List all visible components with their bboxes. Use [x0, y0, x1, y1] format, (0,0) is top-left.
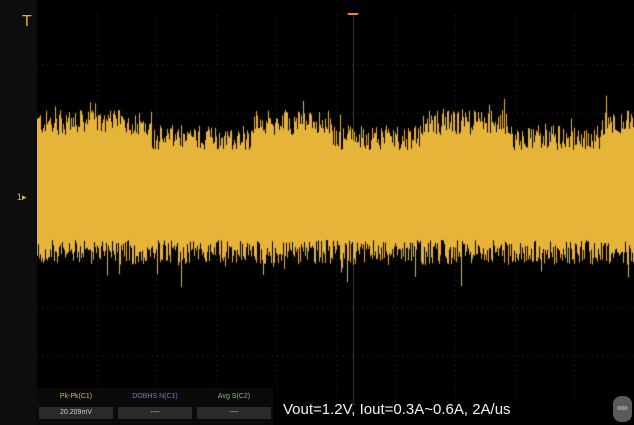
measurement-3-label: Avg S(C2) — [217, 393, 251, 400]
measurement-2[interactable]: DOBHS N(C1) ---- — [116, 388, 194, 425]
measurement-2-label: DOBHS N(C1) — [132, 393, 178, 400]
arrow-right-icon: ▸ — [22, 192, 27, 202]
channel-1-marker-label: 1 — [17, 192, 23, 202]
measurement-1-label: Pk-Pk(C1) — [59, 393, 93, 400]
channel-1-level-marker[interactable]: 1▸ — [17, 192, 27, 203]
left-side-bar — [0, 0, 37, 425]
scroll-handle[interactable] — [613, 396, 632, 422]
waveform-display[interactable] — [37, 15, 634, 405]
measurement-panel: Pk-Pk(C1) 20.209mV DOBHS N(C1) ---- Avg … — [37, 388, 273, 425]
trigger-T-icon[interactable]: T — [22, 13, 32, 30]
measurement-1-value: 20.209mV — [39, 407, 113, 419]
waveform-canvas — [37, 15, 634, 405]
measurement-2-value: ---- — [118, 407, 192, 419]
measurement-1[interactable]: Pk-Pk(C1) 20.209mV — [37, 388, 115, 425]
test-condition-caption: Vout=1.2V, Iout=0.3A~0.6A, 2A/us — [283, 401, 511, 418]
measurement-3-value: ---- — [197, 407, 271, 419]
measurement-3[interactable]: Avg S(C2) ---- — [195, 388, 273, 425]
